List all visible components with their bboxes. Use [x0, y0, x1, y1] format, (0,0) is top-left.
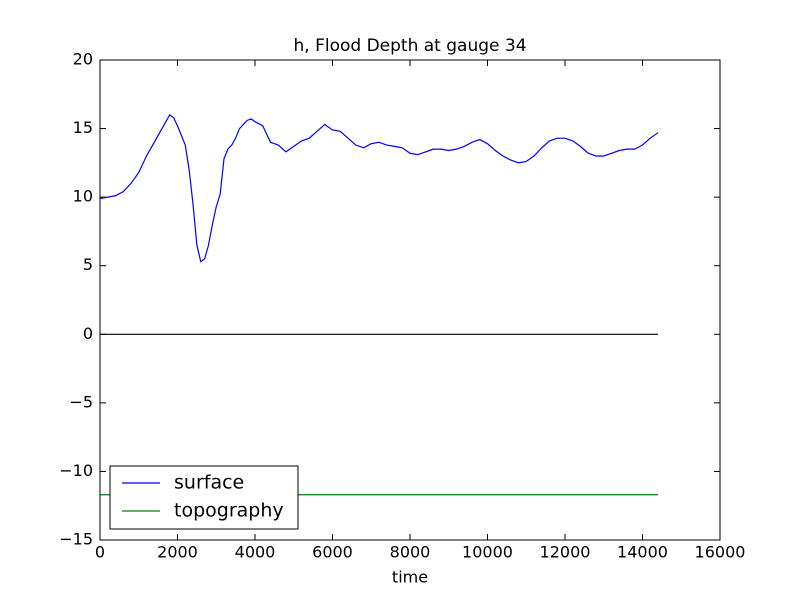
- x-tick-label: 4000: [235, 543, 276, 562]
- x-tick-label: 14000: [617, 543, 668, 562]
- y-tick-label: 10: [73, 187, 93, 206]
- y-tick-label: 0: [83, 324, 93, 343]
- x-tick-label: 16000: [695, 543, 746, 562]
- series-line: [99, 113, 659, 263]
- y-tick-label: −15: [59, 530, 93, 549]
- x-tick-label: 10000: [462, 543, 513, 562]
- x-axis-label: time: [392, 568, 428, 587]
- y-tick-label: −10: [59, 461, 93, 480]
- y-tick-label: 20: [73, 50, 93, 69]
- plot-frame: [99, 59, 721, 541]
- x-tick-label: 6000: [312, 543, 353, 562]
- x-tick-label: 8000: [390, 543, 431, 562]
- x-tick-label: 0: [95, 543, 105, 562]
- x-tick-label: 12000: [540, 543, 591, 562]
- chart-title: h, Flood Depth at gauge 34: [293, 36, 526, 56]
- y-tick-label: 15: [73, 118, 93, 137]
- legend-label: surface: [174, 472, 244, 494]
- legend-label: topography: [174, 500, 284, 522]
- y-tick-label: −5: [69, 392, 93, 411]
- legend-box: [109, 465, 299, 530]
- x-tick-label: 2000: [157, 543, 198, 562]
- y-tick-label: 5: [83, 255, 93, 274]
